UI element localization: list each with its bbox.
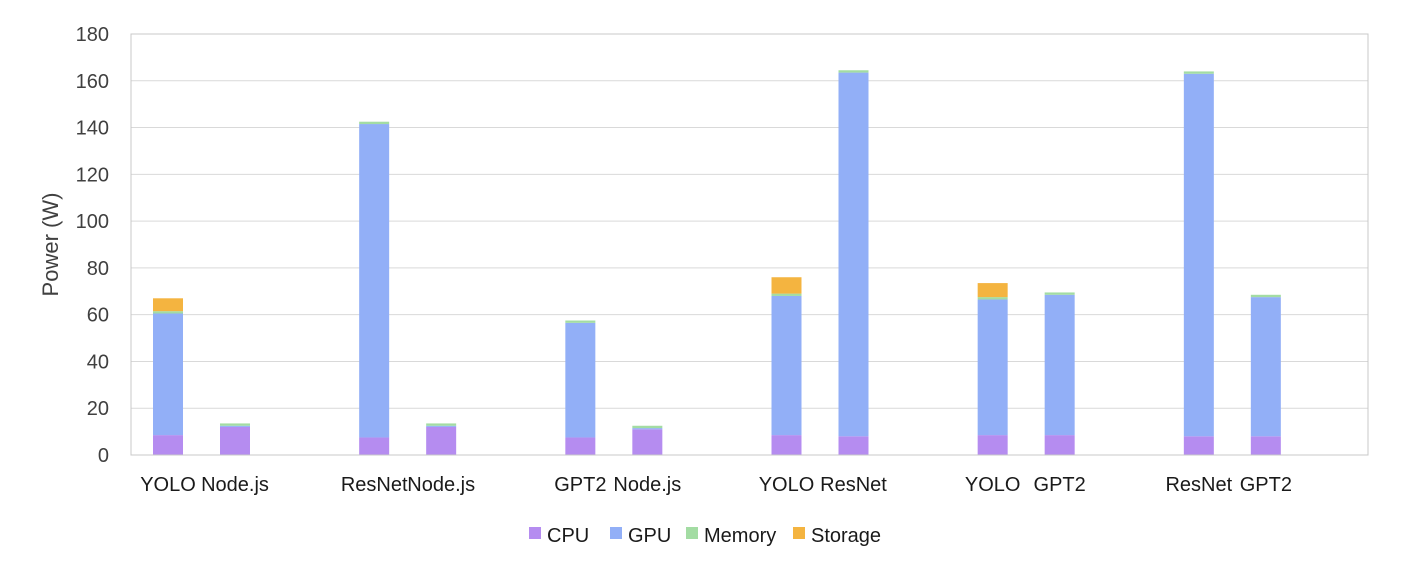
legend: CPU GPU Memory Storage — [529, 525, 881, 547]
bar-node-js-memory-segment — [426, 423, 457, 426]
x-category-label: YOLO — [965, 474, 1021, 496]
x-category-label: ResNet — [1165, 474, 1232, 496]
legend-label-storage: Storage — [811, 525, 881, 547]
bar-resnet-memory-segment — [359, 121, 390, 125]
bar-yolo-storage-segment — [771, 277, 802, 294]
y-tick-label: 100 — [76, 211, 109, 233]
bar-gpt2-memory-segment — [1044, 292, 1075, 295]
x-category-label: Node.js — [407, 474, 475, 496]
bar-resnet-gpu-segment — [1183, 73, 1214, 437]
bar-resnet-gpu-segment — [359, 124, 390, 438]
legend-swatch-cpu — [529, 527, 541, 539]
bar-node-js-cpu-segment — [426, 426, 457, 455]
bar-yolo-storage-segment — [153, 298, 183, 312]
bar-yolo-cpu-segment — [977, 435, 1008, 455]
x-category-label: YOLO — [759, 474, 815, 496]
bar-node-js-gpu-segment — [426, 425, 457, 427]
bar-yolo-memory-segment — [771, 293, 802, 296]
y-tick-label: 120 — [76, 164, 109, 186]
bar-node-js-memory-segment — [220, 423, 250, 426]
bar-yolo-gpu-segment — [153, 313, 183, 436]
bar-node-js-gpu-segment — [632, 428, 663, 430]
y-axis-title: Power (W) — [38, 193, 63, 297]
x-category-label: ResNet — [820, 474, 887, 496]
y-tick-label: 60 — [87, 305, 109, 327]
bar-gpt2-gpu-segment — [1044, 294, 1075, 436]
y-tick-label: 160 — [76, 71, 109, 93]
legend-label-cpu: CPU — [547, 525, 589, 547]
bar-resnet-gpu-segment — [838, 72, 869, 437]
bars — [153, 70, 1281, 455]
bar-gpt2-gpu-segment — [1250, 297, 1281, 437]
x-axis-category-labels: YOLO Node.js ResNet Node.js GPT2 Node.js YOLO R… — [140, 474, 1292, 496]
bar-node-js-cpu-segment — [632, 429, 663, 455]
bar-resnet-cpu-segment — [1183, 436, 1214, 455]
x-category-label: GPT2 — [1034, 474, 1086, 496]
bar-gpt2-memory-segment — [1250, 294, 1281, 298]
bar-yolo-cpu-segment — [153, 435, 183, 455]
bar-gpt2-cpu-segment — [1250, 436, 1281, 455]
x-category-label: ResNet — [341, 474, 408, 496]
bar-yolo-memory-segment — [977, 297, 1008, 300]
bar-yolo-gpu-segment — [771, 295, 802, 436]
bar-resnet-cpu-segment — [838, 436, 869, 455]
bar-resnet-memory-segment — [838, 70, 869, 73]
legend-label-gpu: GPU — [628, 525, 671, 547]
plot-area-border — [130, 33, 1369, 456]
bar-gpt2-cpu-segment — [565, 437, 596, 455]
bar-gpt2-gpu-segment — [565, 322, 596, 438]
y-tick-label: 40 — [87, 351, 109, 373]
y-tick-label: 80 — [87, 258, 109, 280]
bar-gpt2-memory-segment — [565, 320, 596, 323]
grid-lines — [131, 33, 1368, 456]
x-category-label: YOLO — [140, 474, 196, 496]
y-tick-label: 140 — [76, 118, 109, 140]
bar-resnet-cpu-segment — [359, 437, 390, 455]
legend-swatch-gpu — [610, 527, 622, 539]
y-tick-label: 180 — [76, 24, 109, 46]
x-category-label: GPT2 — [1240, 474, 1292, 496]
bar-node-js-cpu-segment — [220, 426, 250, 455]
bar-resnet-memory-segment — [1183, 71, 1214, 74]
y-tick-label: 0 — [98, 445, 109, 467]
bar-yolo-cpu-segment — [771, 435, 802, 455]
bar-node-js-gpu-segment — [220, 425, 250, 427]
legend-label-memory: Memory — [704, 525, 776, 547]
bar-node-js-memory-segment — [632, 425, 663, 429]
bar-yolo-storage-segment — [977, 283, 1008, 298]
bar-yolo-gpu-segment — [977, 299, 1008, 436]
bar-yolo-memory-segment — [153, 311, 183, 314]
x-category-label: GPT2 — [554, 474, 606, 496]
x-category-label: Node.js — [201, 474, 269, 496]
bar-gpt2-cpu-segment — [1044, 435, 1075, 455]
legend-swatch-memory — [686, 527, 698, 539]
legend-swatch-storage — [793, 527, 805, 539]
x-category-label: Node.js — [613, 474, 681, 496]
y-axis-ticks: 0 20 40 60 80 100 120 140 160 180 — [76, 24, 109, 467]
y-tick-label: 20 — [87, 398, 109, 420]
